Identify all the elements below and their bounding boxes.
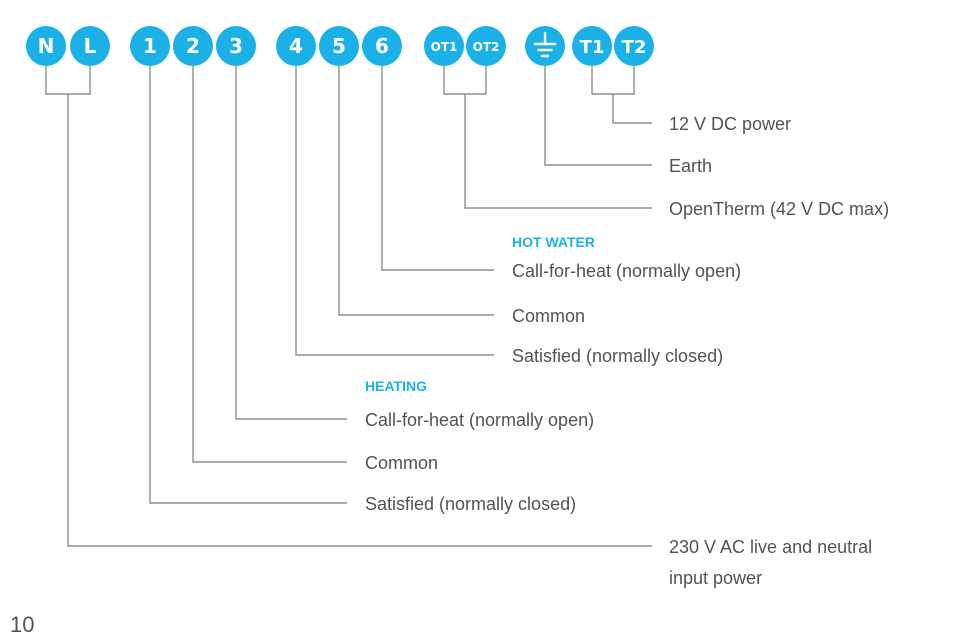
terminal-t1-label: T1: [580, 37, 605, 58]
terminal-n: N: [26, 26, 66, 66]
terminal-n-label: N: [38, 34, 55, 58]
wire-terminal-1: [149, 66, 347, 504]
label-opentherm: OpenTherm (42 V DC max): [669, 199, 889, 219]
label-h-call-for-heat: Call-for-heat (normally open): [365, 410, 594, 430]
heading-hot-water: HOT WATER: [512, 234, 595, 250]
terminal-1: 1: [130, 26, 170, 66]
wire-nl-bracket: [45, 66, 91, 95]
terminal-l: L: [70, 26, 110, 66]
label-dc-power: 12 V DC power: [669, 114, 791, 134]
wire-terminal-3: [235, 66, 347, 420]
terminal-l-label: L: [84, 34, 97, 58]
terminal-3: 3: [216, 26, 256, 66]
terminal-3-label: 3: [229, 34, 243, 58]
earth-ground-icon: [533, 31, 557, 58]
terminal-t1: T1: [572, 26, 612, 66]
wire-terminal-4: [295, 66, 494, 356]
terminal-6-label: 6: [375, 34, 389, 58]
terminal-ot2: OT2: [466, 26, 506, 66]
wire-ot-bracket: [443, 66, 487, 95]
label-hw-satisfied: Satisfied (normally closed): [512, 346, 723, 366]
terminal-2: 2: [173, 26, 213, 66]
wire-opentherm: [464, 94, 652, 209]
page-number: 10: [10, 612, 34, 637]
label-earth: Earth: [669, 156, 712, 176]
terminal-5: 5: [319, 26, 359, 66]
label-h-common: Common: [365, 453, 438, 473]
label-hw-common: Common: [512, 306, 585, 326]
label-hw-call-for-heat: Call-for-heat (normally open): [512, 261, 741, 281]
terminal-2-label: 2: [186, 34, 200, 58]
wire-t-bracket: [591, 66, 635, 95]
heading-heating: HEATING: [365, 378, 427, 394]
terminal-earth: [525, 26, 565, 66]
wire-ac-power: [67, 94, 652, 547]
terminal-row: N L 1 2 3 4 5 6: [26, 26, 654, 66]
label-ac-power-line-2: input power: [669, 568, 762, 588]
terminal-5-label: 5: [332, 34, 346, 58]
terminal-4-label: 4: [289, 34, 303, 58]
terminal-ot1: OT1: [424, 26, 464, 66]
wire-terminal-2: [192, 66, 347, 463]
label-h-satisfied: Satisfied (normally closed): [365, 494, 576, 514]
labels: 12 V DC power Earth OpenTherm (42 V DC m…: [365, 114, 889, 588]
wire-dc-power: [612, 94, 652, 124]
terminal-4: 4: [276, 26, 316, 66]
wire-terminal-6: [381, 66, 494, 271]
terminal-ot2-label: OT2: [473, 40, 500, 54]
wire-terminal-5: [338, 66, 494, 316]
wire-earth: [544, 66, 652, 166]
terminal-ot1-label: OT1: [431, 40, 458, 54]
terminal-t2-label: T2: [622, 37, 647, 58]
terminal-t2: T2: [614, 26, 654, 66]
terminal-1-label: 1: [143, 34, 157, 58]
terminal-6: 6: [362, 26, 402, 66]
label-ac-power-line-1: 230 V AC live and neutral: [669, 537, 872, 557]
wiring-lines: [45, 66, 652, 547]
